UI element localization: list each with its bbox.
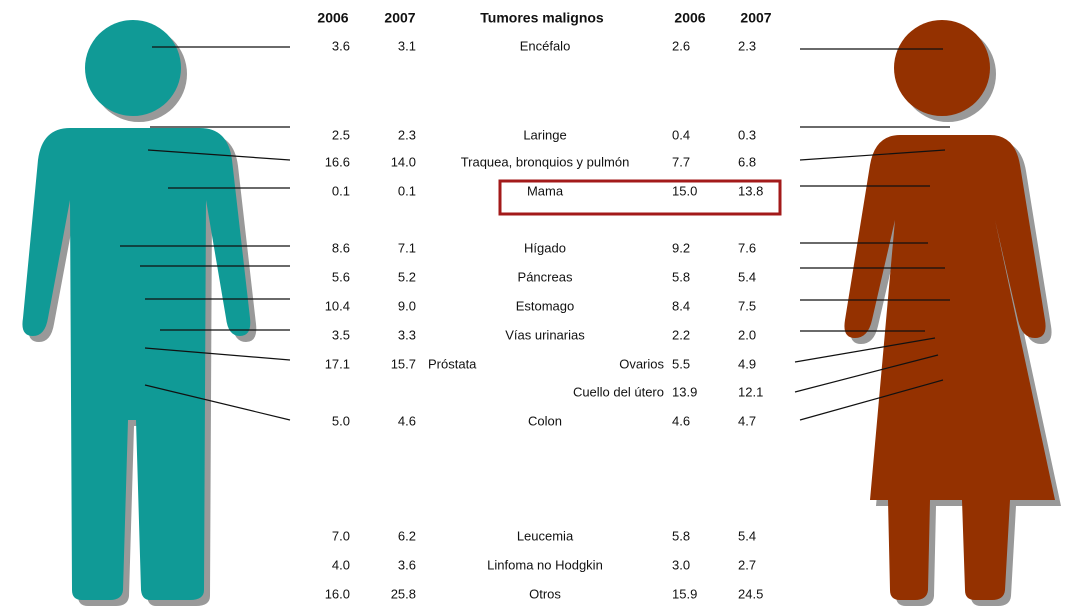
label: Leucemia <box>517 528 574 543</box>
female-2006: 0.4 <box>672 127 690 142</box>
male-figure <box>22 20 256 606</box>
header-female-2007: 2007 <box>740 10 771 26</box>
female-2006: 2.6 <box>672 38 690 53</box>
label: Estomago <box>516 298 575 313</box>
female-2006: 2.2 <box>672 327 690 342</box>
female-2007: 5.4 <box>738 528 756 543</box>
male-2006: 5.6 <box>332 269 350 284</box>
male-2007: 3.6 <box>398 557 416 572</box>
label: Encéfalo <box>520 38 571 53</box>
male-label: Próstata <box>428 356 477 371</box>
label: Laringe <box>523 127 566 142</box>
female-2007: 2.7 <box>738 557 756 572</box>
male-2007: 25.8 <box>391 586 416 601</box>
female-2006: 4.6 <box>672 413 690 428</box>
label: Colon <box>528 413 562 428</box>
male-2007: 7.1 <box>398 240 416 255</box>
female-2006: 7.7 <box>672 154 690 169</box>
label: Linfoma no Hodgkin <box>487 557 603 572</box>
header-male-2007: 2007 <box>384 10 415 26</box>
female-2007: 24.5 <box>738 586 763 601</box>
male-2006: 16.0 <box>325 586 350 601</box>
male-2006: 5.0 <box>332 413 350 428</box>
male-2006: 16.6 <box>325 154 350 169</box>
label: Traquea, bronquios y pulmón <box>461 154 630 169</box>
female-2006: 8.4 <box>672 298 690 313</box>
female-2007: 5.4 <box>738 269 756 284</box>
female-2006: 13.9 <box>672 384 697 399</box>
female-2007: 12.1 <box>738 384 763 399</box>
female-2007: 4.7 <box>738 413 756 428</box>
label: Vías urinarias <box>505 327 585 342</box>
male-2006: 0.1 <box>332 183 350 198</box>
page: 2006 2007 Tumores malignos 2006 2007 3.6… <box>0 0 1072 607</box>
male-2006: 7.0 <box>332 528 350 543</box>
female-2006: 5.8 <box>672 269 690 284</box>
male-2007: 5.2 <box>398 269 416 284</box>
male-2007: 0.1 <box>398 183 416 198</box>
label: Otros <box>529 586 561 601</box>
male-2007: 15.7 <box>391 356 416 371</box>
male-2006: 4.0 <box>332 557 350 572</box>
female-2007: 2.0 <box>738 327 756 342</box>
header-male-2006: 2006 <box>317 10 348 26</box>
female-2007: 4.9 <box>738 356 756 371</box>
male-2007: 6.2 <box>398 528 416 543</box>
male-2006: 10.4 <box>325 298 350 313</box>
male-2006: 2.5 <box>332 127 350 142</box>
female-label: Cuello del útero <box>573 384 664 399</box>
label: Páncreas <box>518 269 573 284</box>
female-2007: 2.3 <box>738 38 756 53</box>
female-2006: 5.8 <box>672 528 690 543</box>
female-2007: 6.8 <box>738 154 756 169</box>
female-figure <box>844 20 1061 606</box>
male-2007: 3.1 <box>398 38 416 53</box>
female-2006: 15.0 <box>672 183 697 198</box>
header-title: Tumores malignos <box>480 10 604 26</box>
male-2006: 3.6 <box>332 38 350 53</box>
female-2007: 13.8 <box>738 183 763 198</box>
female-2007: 7.6 <box>738 240 756 255</box>
label: Hígado <box>524 240 566 255</box>
female-2006: 3.0 <box>672 557 690 572</box>
female-label: Ovarios <box>619 356 664 371</box>
male-2006: 8.6 <box>332 240 350 255</box>
male-2007: 3.3 <box>398 327 416 342</box>
female-2006: 5.5 <box>672 356 690 371</box>
male-2007: 14.0 <box>391 154 416 169</box>
male-2006: 17.1 <box>325 356 350 371</box>
male-2007: 2.3 <box>398 127 416 142</box>
label: Mama <box>527 183 564 198</box>
female-2006: 15.9 <box>672 586 697 601</box>
male-2007: 4.6 <box>398 413 416 428</box>
female-2006: 9.2 <box>672 240 690 255</box>
female-2007: 0.3 <box>738 127 756 142</box>
female-2007: 7.5 <box>738 298 756 313</box>
male-2006: 3.5 <box>332 327 350 342</box>
header-female-2006: 2006 <box>674 10 705 26</box>
male-2007: 9.0 <box>398 298 416 313</box>
